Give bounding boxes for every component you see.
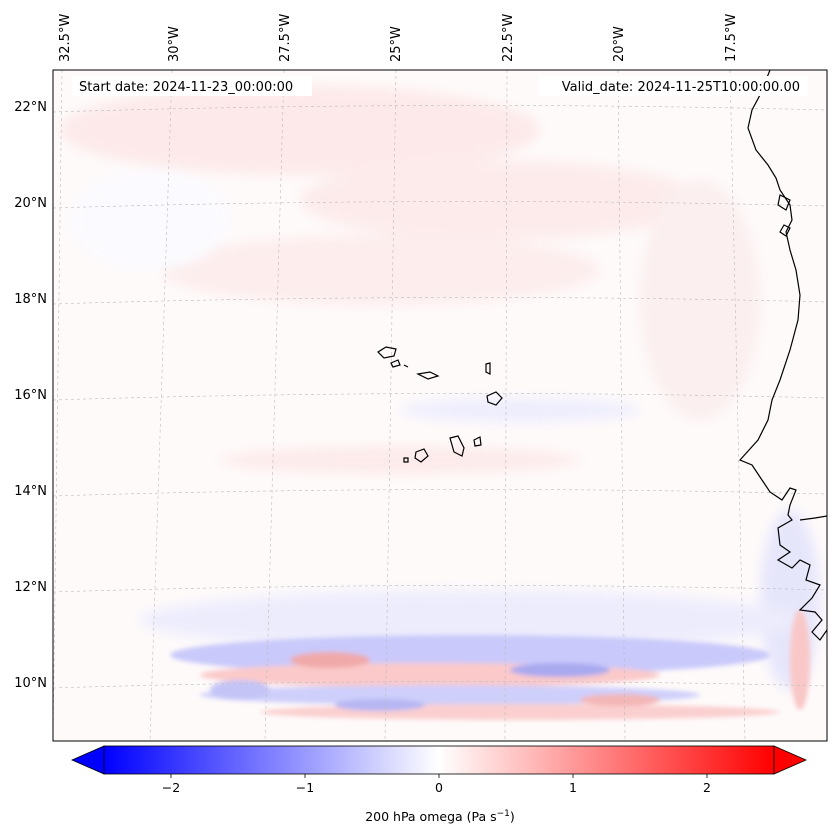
lat-label: 14°N xyxy=(14,484,47,499)
longitude-labels: 32.5°W 30°W 27.5°W 25°W 22.5°W 20°W 17.5… xyxy=(58,14,739,62)
graticule xyxy=(53,70,827,741)
island-santa-luzia xyxy=(403,364,409,368)
valid-date-label: Valid_date: 2024-11-25T10:00:00.00 xyxy=(562,80,800,95)
parallel-line xyxy=(53,681,827,689)
colorbar-title: 200 hPa omega (Pa s−1) xyxy=(365,809,515,824)
island-boa-vista xyxy=(486,391,503,406)
meridian-line xyxy=(53,70,63,741)
colorbar-title-sup: −1 xyxy=(497,809,510,819)
parallel-line xyxy=(53,393,827,401)
colorbar-title-end: ) xyxy=(510,809,515,824)
parallel-line xyxy=(53,105,827,113)
meridian-line xyxy=(264,70,285,741)
colorbar-tick-label: 1 xyxy=(569,780,577,795)
map-frame xyxy=(52,69,828,742)
coastline xyxy=(738,70,827,641)
colorbar-extend-high xyxy=(773,745,807,775)
island-brava xyxy=(403,457,409,463)
parallel-line xyxy=(53,201,827,209)
latitude-labels: 22°N 20°N 18°N 16°N 14°N 12°N 10°N xyxy=(14,100,47,691)
colorbar-tick-label: −1 xyxy=(296,780,314,795)
cape-verde-islands xyxy=(377,346,503,463)
parallel-line xyxy=(53,585,827,593)
lon-label: 25°W xyxy=(389,26,404,62)
lat-label: 22°N xyxy=(14,100,47,115)
colorbar-tick-label: 0 xyxy=(435,780,443,795)
colorbar-title-main: 200 hPa omega (Pa s xyxy=(365,809,496,824)
coast-island xyxy=(777,194,791,211)
lon-label: 22.5°W xyxy=(501,14,516,62)
lat-label: 18°N xyxy=(14,292,47,307)
island-sao-nicolau xyxy=(416,371,440,380)
meridian-line xyxy=(504,70,508,741)
parallel-line xyxy=(53,489,827,497)
lat-label: 12°N xyxy=(14,580,47,595)
colorbar-tick-label: 2 xyxy=(703,780,711,795)
island-sao-vicente xyxy=(390,359,401,368)
colorbar-extend-low xyxy=(71,745,105,775)
meridian-line xyxy=(149,70,173,741)
colorbar: −2 −1 0 1 2 200 hPa omega (Pa s−1) xyxy=(71,745,807,824)
island-fogo xyxy=(414,448,429,463)
lon-label: 27.5°W xyxy=(278,14,293,62)
coast-island xyxy=(779,224,791,237)
lat-label: 20°N xyxy=(14,196,47,211)
lon-label: 17.5°W xyxy=(724,14,739,62)
lon-label: 30°W xyxy=(167,26,182,62)
island-sal xyxy=(485,362,491,375)
lon-label: 32.5°W xyxy=(58,14,73,62)
island-maio xyxy=(473,436,482,447)
start-date-box xyxy=(72,76,312,96)
valid-date-box xyxy=(538,76,808,96)
lat-label: 10°N xyxy=(14,676,47,691)
island-santo-antao xyxy=(377,346,397,359)
colorbar-ticks xyxy=(170,774,708,778)
colorbar-gradient xyxy=(103,745,775,775)
meridian-line xyxy=(617,70,626,741)
lat-label: 16°N xyxy=(14,388,47,403)
omega-field xyxy=(53,70,827,741)
lon-label: 20°W xyxy=(612,26,627,62)
start-date-label: Start date: 2024-11-23_00:00:00 xyxy=(79,80,293,95)
meridian-line xyxy=(384,70,397,741)
meridian-line xyxy=(729,70,746,741)
island-santiago xyxy=(449,435,465,457)
colorbar-tick-label: −2 xyxy=(162,780,180,795)
parallel-line xyxy=(53,297,827,305)
gambia-coast xyxy=(799,515,827,521)
